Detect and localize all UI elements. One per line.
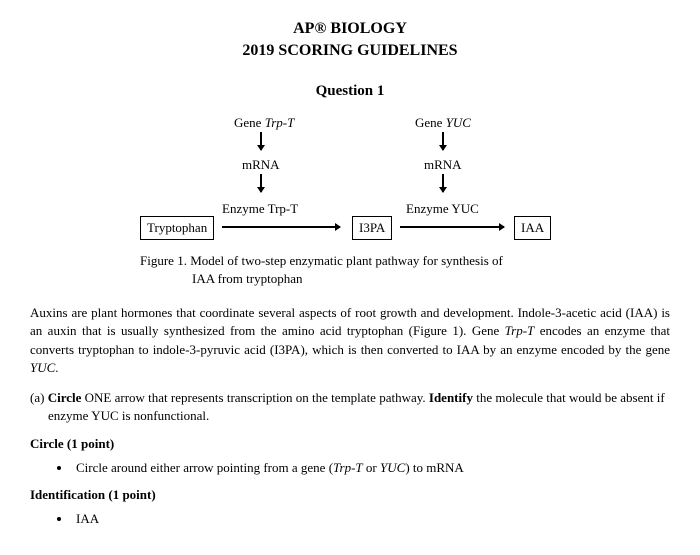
gene-yuc-label: Gene YUC: [415, 114, 471, 132]
gene-italic: Trp-T: [265, 115, 295, 130]
circle-s1: Circle around either arrow pointing from…: [76, 460, 333, 475]
intro-i2: YUC: [30, 360, 55, 375]
intro-i1: Trp-T: [505, 323, 535, 338]
circle-s2: or: [363, 460, 380, 475]
circle-heading: Circle (1 point): [30, 435, 670, 453]
box-iaa: IAA: [514, 216, 551, 240]
arrow-right-icon: [400, 226, 504, 228]
enzyme-trpt-label: Enzyme Trp-T: [222, 200, 298, 218]
arrow-down-icon: [442, 174, 444, 192]
ident-answer-list: IAA: [30, 510, 670, 528]
part-a-b1: Circle: [48, 390, 82, 405]
circle-answer-list: Circle around either arrow pointing from…: [30, 459, 670, 477]
gene-italic: YUC: [446, 115, 471, 130]
pathway-diagram: Gene Trp-T Gene YUC mRNA mRNA Enzyme Trp…: [140, 114, 560, 244]
part-a-label: (a): [30, 390, 48, 405]
part-a-b2: Identify: [429, 390, 473, 405]
figcap-line2: IAA from tryptophan: [140, 270, 560, 288]
enzyme-yuc-label: Enzyme YUC: [406, 200, 479, 218]
box-tryptophan: Tryptophan: [140, 216, 214, 240]
figure-caption: Figure 1. Model of two-step enzymatic pl…: [140, 252, 560, 288]
intro-paragraph: Auxins are plant hormones that coordinat…: [30, 304, 670, 377]
part-a-s1: ONE arrow that represents transcription …: [81, 390, 429, 405]
ident-heading: Identification (1 point): [30, 486, 670, 504]
arrow-down-icon: [260, 174, 262, 192]
arrow-right-icon: [222, 226, 340, 228]
figcap-line1: Figure 1. Model of two-step enzymatic pl…: [140, 253, 503, 268]
circle-answer-item: Circle around either arrow pointing from…: [72, 459, 670, 477]
arrow-down-icon: [442, 132, 444, 150]
gene-prefix: Gene: [234, 115, 265, 130]
intro-s3: .: [55, 360, 58, 375]
gene-trpt-label: Gene Trp-T: [234, 114, 294, 132]
question-title: Question 1: [30, 81, 670, 102]
mrna-label: mRNA: [242, 156, 280, 174]
doc-title-line1: AP® BIOLOGY: [30, 18, 670, 40]
circle-i2: YUC: [380, 460, 405, 475]
circle-i1: Trp-T: [333, 460, 363, 475]
circle-s3: ) to mRNA: [405, 460, 464, 475]
doc-title-line2: 2019 SCORING GUIDELINES: [30, 40, 670, 62]
arrow-down-icon: [260, 132, 262, 150]
mrna-label: mRNA: [424, 156, 462, 174]
box-i3pa: I3PA: [352, 216, 392, 240]
ident-answer-item: IAA: [72, 510, 670, 528]
gene-prefix: Gene: [415, 115, 446, 130]
part-a: (a) Circle ONE arrow that represents tra…: [30, 389, 670, 425]
